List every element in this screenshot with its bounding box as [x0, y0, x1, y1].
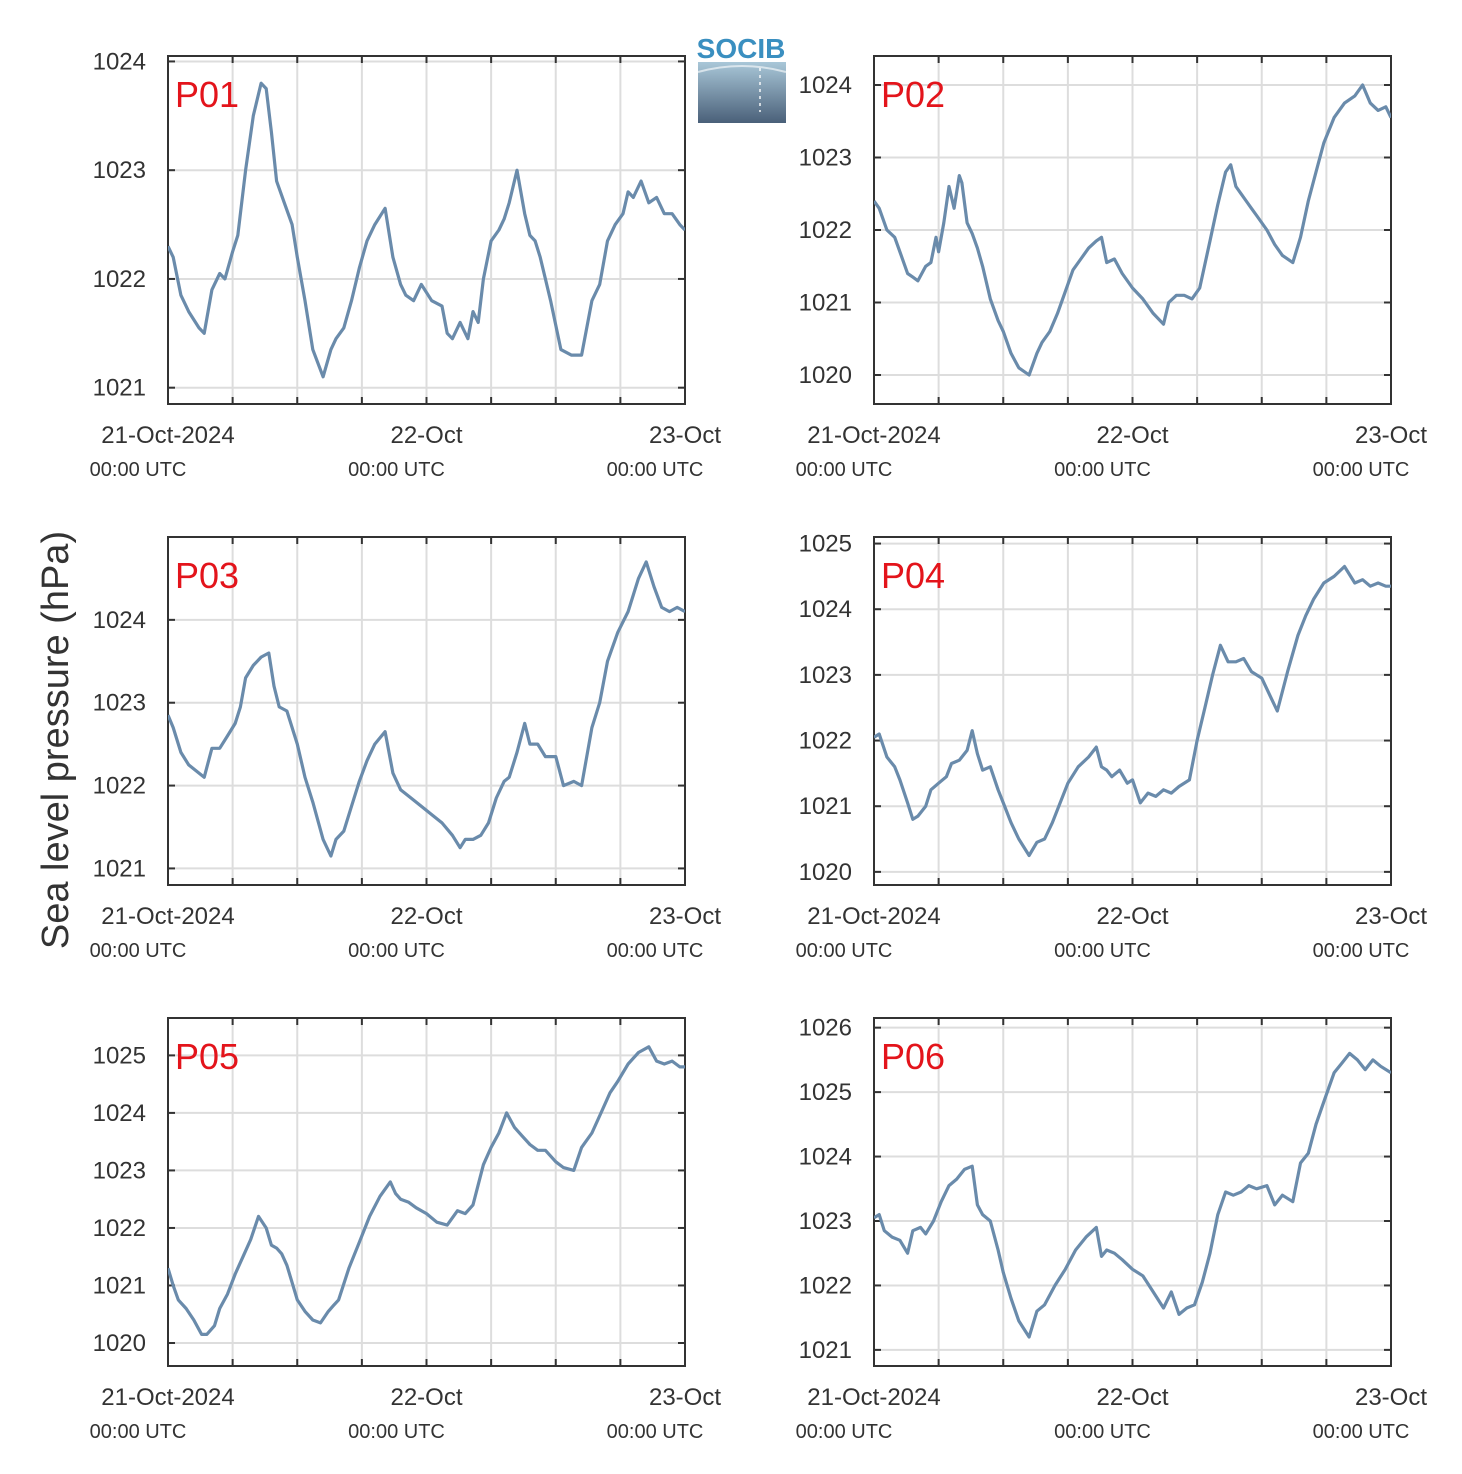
- y-tick-label: 1023: [93, 1157, 146, 1184]
- panel-p03: 1021 1022 1023 1024 21-Oct-2024 00:00 UTC 22-O…: [90, 536, 721, 962]
- x-tick-time-label: 00:00 UTC: [607, 459, 704, 481]
- y-tick-label: 1024: [93, 1100, 146, 1127]
- y-tick-label: 1025: [799, 531, 852, 558]
- x-tick-time-label: 00:00 UTC: [796, 940, 893, 962]
- y-axis-label: Sea level pressure (hPa): [35, 531, 77, 949]
- y-tick-label: 1025: [799, 1079, 852, 1106]
- x-tick-time-label: 00:00 UTC: [348, 1421, 445, 1443]
- y-tick-label: 1022: [93, 266, 146, 293]
- x-tick-time-label: 00:00 UTC: [90, 940, 187, 962]
- x-tick-time-label: 00:00 UTC: [1054, 940, 1151, 962]
- panel-label: P02: [881, 74, 945, 115]
- y-tick-label: 1024: [93, 607, 146, 634]
- x-tick-time-label: 00:00 UTC: [1054, 459, 1151, 481]
- panel-label: P01: [175, 74, 239, 115]
- socib-logo: SOCIB: [697, 33, 787, 123]
- x-tick-time-label: 00:00 UTC: [348, 940, 445, 962]
- y-tick-label: 1024: [799, 1144, 852, 1171]
- panel-p02: 1020 1021 1022 1023 1024 21-Oct-2024 00:00 UTC…: [796, 55, 1427, 481]
- pressure-series-line: [168, 1045, 685, 1336]
- x-tick-time-label: 00:00 UTC: [796, 459, 893, 481]
- x-tick-time-label: 00:00 UTC: [607, 1421, 704, 1443]
- y-tick-label: 1023: [93, 690, 146, 717]
- pressure-series-line: [168, 81, 685, 379]
- pressure-series-line: [874, 564, 1391, 858]
- x-tick-date-label: 21-Oct-2024: [807, 903, 940, 930]
- x-tick-date-label: 22-Oct: [1096, 1384, 1168, 1411]
- x-tick-date-label: 23-Oct: [1355, 903, 1427, 930]
- x-tick-time-label: 00:00 UTC: [1054, 1421, 1151, 1443]
- y-tick-label: 1022: [799, 1272, 852, 1299]
- x-tick-time-label: 00:00 UTC: [607, 940, 704, 962]
- socib-logo-text: SOCIB: [697, 33, 786, 64]
- y-tick-label: 1021: [799, 793, 852, 820]
- panel-p01: 1021 1022 1023 1024 21-Oct-2024 00:00 UTC 22-O…: [90, 48, 722, 481]
- y-tick-label: 1025: [93, 1042, 146, 1069]
- y-tick-label: 1023: [799, 145, 852, 172]
- y-tick-label: 1023: [799, 662, 852, 689]
- y-tick-label: 1021: [93, 375, 146, 402]
- x-tick-date-label: 23-Oct: [1355, 1384, 1427, 1411]
- panel-label: P06: [881, 1036, 945, 1077]
- y-tick-label: 1021: [799, 290, 852, 317]
- panel-label: P03: [175, 555, 239, 596]
- y-tick-label: 1021: [93, 1272, 146, 1299]
- x-tick-date-label: 23-Oct: [649, 903, 721, 930]
- x-tick-date-label: 23-Oct: [1355, 422, 1427, 449]
- x-tick-time-label: 00:00 UTC: [1313, 940, 1410, 962]
- x-tick-date-label: 22-Oct: [390, 422, 462, 449]
- x-tick-time-label: 00:00 UTC: [90, 1421, 187, 1443]
- y-tick-label: 1020: [799, 859, 852, 886]
- x-tick-time-label: 00:00 UTC: [1313, 459, 1410, 481]
- y-tick-label: 1022: [799, 728, 852, 755]
- x-tick-date-label: 23-Oct: [649, 1384, 721, 1411]
- x-tick-date-label: 22-Oct: [1096, 422, 1168, 449]
- pressure-series-line: [168, 560, 685, 858]
- y-tick-label: 1021: [93, 855, 146, 882]
- x-tick-time-label: 00:00 UTC: [348, 459, 445, 481]
- panel-p04: 1020 1021 1022 1023 1024 1025 21-Oct-2024 00:00…: [796, 531, 1428, 962]
- x-tick-date-label: 22-Oct: [390, 903, 462, 930]
- x-tick-time-label: 00:00 UTC: [90, 459, 187, 481]
- y-tick-label: 1022: [93, 1215, 146, 1242]
- x-tick-date-label: 21-Oct-2024: [101, 422, 234, 449]
- socib-logo-mark: [698, 62, 786, 123]
- panel-label: P05: [175, 1036, 239, 1077]
- x-tick-date-label: 22-Oct: [1096, 903, 1168, 930]
- x-tick-time-label: 00:00 UTC: [796, 1421, 893, 1443]
- y-tick-label: 1022: [93, 773, 146, 800]
- y-tick-label: 1021: [799, 1337, 852, 1364]
- y-tick-label: 1024: [93, 48, 146, 75]
- pressure-series-line: [874, 83, 1391, 377]
- x-tick-date-label: 23-Oct: [649, 422, 721, 449]
- y-tick-label: 1024: [799, 72, 852, 99]
- y-tick-label: 1020: [93, 1330, 146, 1357]
- x-tick-time-label: 00:00 UTC: [1313, 1421, 1410, 1443]
- x-tick-date-label: 21-Oct-2024: [807, 422, 940, 449]
- pressure-series-line: [874, 1051, 1391, 1339]
- x-tick-date-label: 22-Oct: [390, 1384, 462, 1411]
- x-tick-date-label: 21-Oct-2024: [101, 1384, 234, 1411]
- y-tick-label: 1026: [799, 1015, 852, 1042]
- panel-p05: 1020 1021 1022 1023 1024 1025 21-Oct-2024 00:00…: [90, 1017, 721, 1443]
- y-tick-label: 1023: [93, 157, 146, 184]
- x-tick-date-label: 21-Oct-2024: [101, 903, 234, 930]
- panel-label: P04: [881, 555, 945, 596]
- y-tick-label: 1022: [799, 217, 852, 244]
- panel-p06: 1021 1022 1023 1024 1025 1026 21-Oct-2024 00:00…: [796, 1015, 1428, 1443]
- x-tick-date-label: 21-Oct-2024: [807, 1384, 940, 1411]
- y-tick-label: 1020: [799, 362, 852, 389]
- y-tick-label: 1023: [799, 1208, 852, 1235]
- y-tick-label: 1024: [799, 596, 852, 623]
